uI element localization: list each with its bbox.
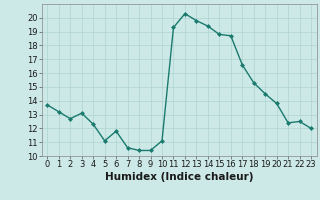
X-axis label: Humidex (Indice chaleur): Humidex (Indice chaleur) — [105, 172, 253, 182]
